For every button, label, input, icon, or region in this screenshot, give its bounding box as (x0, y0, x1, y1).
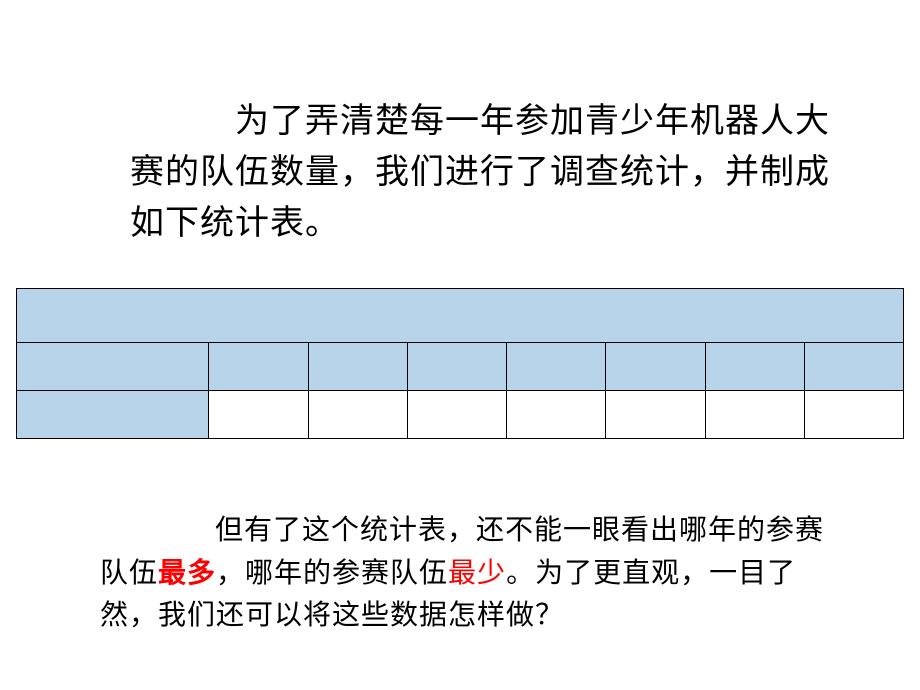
table-data-cell (804, 391, 903, 439)
intro-paragraph: 为了弄清楚每一年参加青少年机器人大赛的队伍数量，我们进行了调查统计，并制成如下统… (130, 96, 830, 249)
table-data-cell (507, 391, 606, 439)
table-title-cell (17, 289, 904, 343)
table-data-cell (407, 391, 506, 439)
highlight-least: 最少 (448, 558, 506, 589)
table-header-cell (308, 343, 407, 391)
intro-text: 为了弄清楚每一年参加青少年机器人大赛的队伍数量，我们进行了调查统计，并制成如下统… (130, 103, 830, 242)
table-data-cell (606, 391, 705, 439)
table-data-row (17, 391, 904, 439)
bottom-seg2: ，哪年的参赛队伍 (216, 558, 448, 589)
bottom-paragraph: 但有了这个统计表，还不能一眼看出哪年的参赛队伍最多，哪年的参赛队伍最少。为了更直… (100, 510, 845, 637)
statistics-table (16, 288, 904, 439)
table-header-cell (705, 343, 804, 391)
statistics-table-container (16, 288, 904, 439)
table-header-row (17, 343, 904, 391)
table-header-cell (606, 343, 705, 391)
table-title-row (17, 289, 904, 343)
table-data-cell (308, 391, 407, 439)
table-header-cell (507, 343, 606, 391)
table-header-cell (804, 343, 903, 391)
table-header-cell (407, 343, 506, 391)
highlight-most: 最多 (158, 557, 216, 588)
table-header-cell (17, 343, 209, 391)
table-data-cell (17, 391, 209, 439)
table-data-cell (705, 391, 804, 439)
table-header-cell (209, 343, 308, 391)
table-data-cell (209, 391, 308, 439)
